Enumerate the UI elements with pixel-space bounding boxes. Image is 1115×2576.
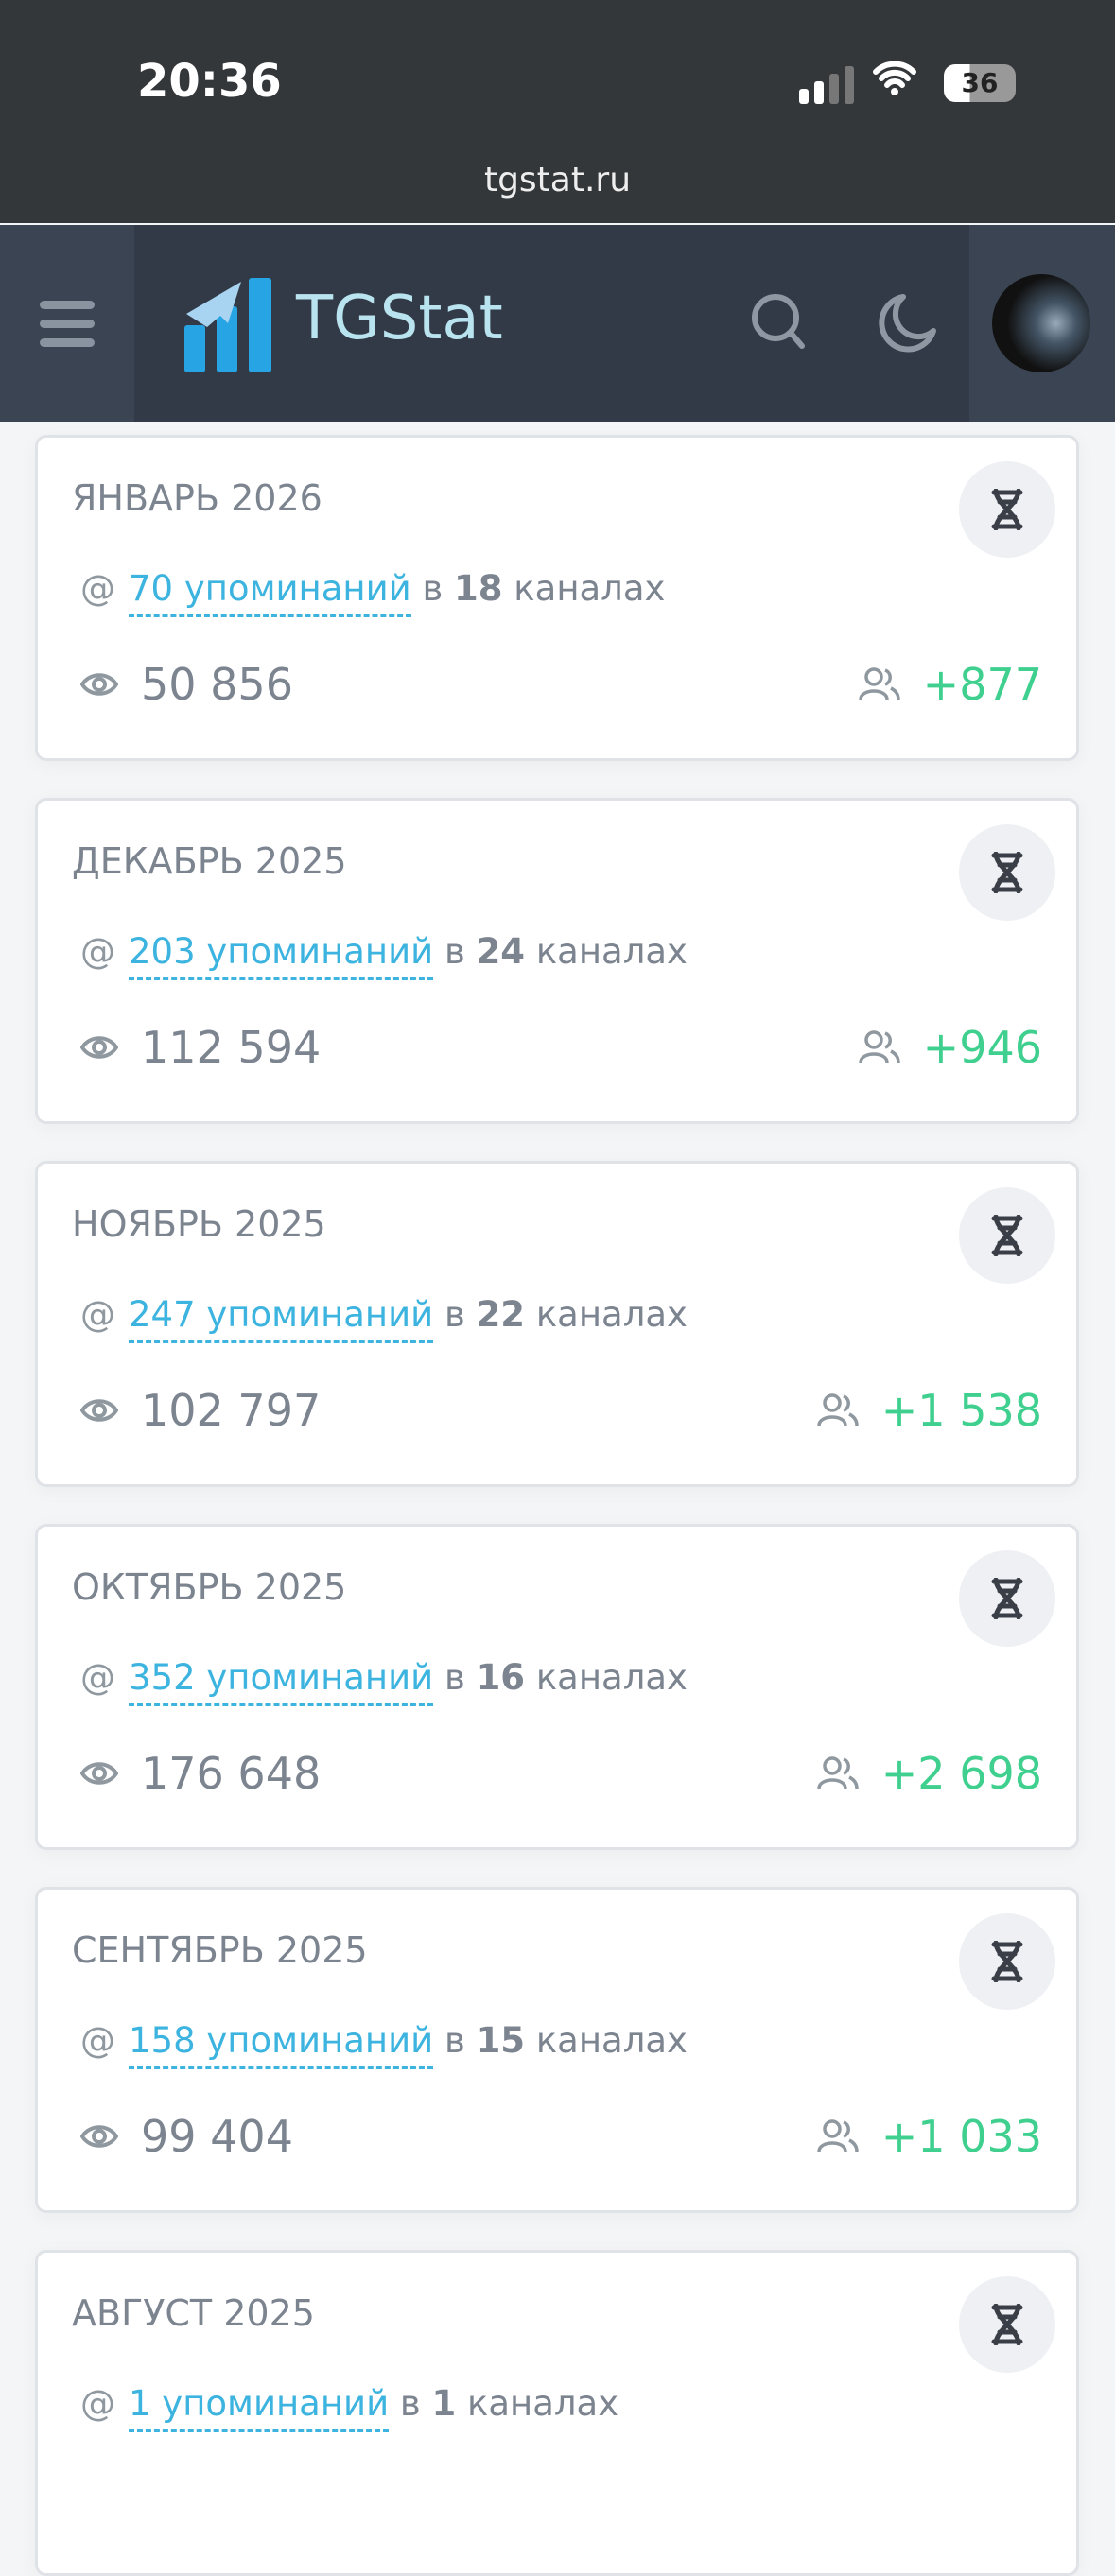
eye-icon bbox=[80, 1036, 118, 1059]
views-row: 99 404 bbox=[80, 2111, 293, 2162]
views-count: 50 856 bbox=[141, 659, 293, 710]
users-icon bbox=[858, 1030, 900, 1063]
eye-icon bbox=[80, 1399, 118, 1422]
dna-icon bbox=[991, 2304, 1023, 2345]
views-row: 112 594 bbox=[80, 1022, 321, 1073]
mentions-link[interactable]: 158 упоминаний bbox=[129, 2020, 434, 2069]
mentions-row: @247 упоминаний в 22 каналах bbox=[80, 1294, 688, 1343]
mentions-link[interactable]: 203 упоминаний bbox=[129, 931, 434, 980]
views-count: 176 648 bbox=[141, 1748, 322, 1799]
at-icon: @ bbox=[80, 568, 115, 609]
month-stat-card: ОКТЯБРЬ 2025 @352 упоминаний в 16 канала… bbox=[35, 1524, 1079, 1850]
month-stat-card: ДЕКАБРЬ 2025 @203 упоминаний в 24 канала… bbox=[35, 798, 1079, 1124]
eye-icon bbox=[80, 673, 118, 696]
mentions-row: @203 упоминаний в 24 каналах bbox=[80, 931, 688, 980]
month-title: ЯНВАРЬ 2026 bbox=[72, 477, 322, 519]
status-bar: 20:36 36 tgstat.ru bbox=[0, 0, 1115, 223]
mentions-link[interactable]: 352 упоминаний bbox=[129, 1657, 434, 1706]
subscribers-row: +946 bbox=[858, 1022, 1042, 1073]
month-title: АВГУСТ 2025 bbox=[72, 2292, 315, 2334]
at-icon: @ bbox=[80, 2020, 115, 2061]
mentions-link[interactable]: 1 упоминаний bbox=[129, 2383, 390, 2432]
users-icon bbox=[817, 1756, 859, 1789]
at-icon: @ bbox=[80, 2383, 115, 2424]
month-stat-card: НОЯБРЬ 2025 @247 упоминаний в 22 каналах… bbox=[35, 1161, 1079, 1487]
dna-button[interactable] bbox=[959, 1550, 1055, 1647]
subscribers-row: +1 033 bbox=[817, 2111, 1042, 2162]
subscribers-delta: +2 698 bbox=[880, 1748, 1042, 1799]
subscribers-delta: +877 bbox=[922, 659, 1042, 710]
mentions-row: @70 упоминаний в 18 каналах bbox=[80, 568, 665, 617]
mentions-row: @1 упоминаний в 1 каналах bbox=[80, 2383, 618, 2432]
at-icon: @ bbox=[80, 1657, 115, 1698]
month-stat-card: АВГУСТ 2025 @1 упоминаний в 1 каналах bbox=[35, 2250, 1079, 2576]
dna-icon bbox=[991, 489, 1023, 530]
dna-icon bbox=[991, 1215, 1023, 1256]
views-count: 112 594 bbox=[141, 1022, 322, 1073]
dna-icon bbox=[991, 1941, 1023, 1982]
subscribers-row: +1 538 bbox=[817, 1385, 1042, 1436]
subscribers-delta: +946 bbox=[922, 1022, 1042, 1073]
month-stat-card: ЯНВАРЬ 2026 @70 упоминаний в 18 каналах … bbox=[35, 435, 1079, 761]
at-icon: @ bbox=[80, 1294, 115, 1335]
at-icon: @ bbox=[80, 931, 115, 972]
views-row: 50 856 bbox=[80, 659, 293, 710]
views-row: 102 797 bbox=[80, 1385, 321, 1436]
dna-button[interactable] bbox=[959, 1913, 1055, 2010]
avatar[interactable] bbox=[992, 274, 1090, 372]
tgstat-logo-icon bbox=[184, 278, 271, 372]
dna-button[interactable] bbox=[959, 461, 1055, 558]
month-title: ОКТЯБРЬ 2025 bbox=[72, 1566, 347, 1608]
mentions-link[interactable]: 247 упоминаний bbox=[129, 1294, 434, 1343]
views-row: 176 648 bbox=[80, 1748, 321, 1799]
mentions-row: @158 упоминаний в 15 каналах bbox=[80, 2020, 688, 2069]
moon-icon[interactable] bbox=[875, 289, 941, 355]
mentions-link[interactable]: 70 упоминаний bbox=[129, 568, 411, 617]
search-icon[interactable] bbox=[747, 289, 813, 355]
subscribers-delta: +1 033 bbox=[880, 2111, 1042, 2162]
dna-button[interactable] bbox=[959, 824, 1055, 921]
subscribers-delta: +1 538 bbox=[880, 1385, 1042, 1436]
mentions-row: @352 упоминаний в 16 каналах bbox=[80, 1657, 688, 1706]
month-title: НОЯБРЬ 2025 bbox=[72, 1203, 326, 1245]
users-icon bbox=[858, 667, 900, 700]
users-icon bbox=[817, 2119, 859, 2152]
clock: 20:36 bbox=[137, 55, 282, 108]
signal-icon bbox=[799, 66, 854, 104]
user-menu[interactable] bbox=[969, 225, 1115, 422]
wifi-icon bbox=[872, 59, 917, 106]
dna-icon bbox=[991, 1578, 1023, 1619]
eye-icon bbox=[80, 2125, 118, 2148]
dna-button[interactable] bbox=[959, 1187, 1055, 1284]
month-stat-card: СЕНТЯБРЬ 2025 @158 упоминаний в 15 канал… bbox=[35, 1887, 1079, 2213]
battery-icon: 36 bbox=[944, 64, 1016, 102]
brand-name[interactable]: TGStat bbox=[296, 284, 503, 354]
site-header: TGStat bbox=[0, 225, 1115, 422]
address-bar[interactable]: tgstat.ru bbox=[483, 161, 632, 199]
subscribers-row: +2 698 bbox=[817, 1748, 1042, 1799]
menu-button[interactable] bbox=[0, 225, 134, 422]
month-title: ДЕКАБРЬ 2025 bbox=[72, 840, 347, 882]
views-count: 102 797 bbox=[141, 1385, 322, 1436]
views-count: 99 404 bbox=[141, 2111, 293, 2162]
dna-icon bbox=[991, 852, 1023, 893]
month-title: СЕНТЯБРЬ 2025 bbox=[72, 1929, 368, 1971]
eye-icon bbox=[80, 1762, 118, 1785]
users-icon bbox=[817, 1393, 859, 1426]
dna-button[interactable] bbox=[959, 2276, 1055, 2373]
subscribers-row: +877 bbox=[858, 659, 1042, 710]
